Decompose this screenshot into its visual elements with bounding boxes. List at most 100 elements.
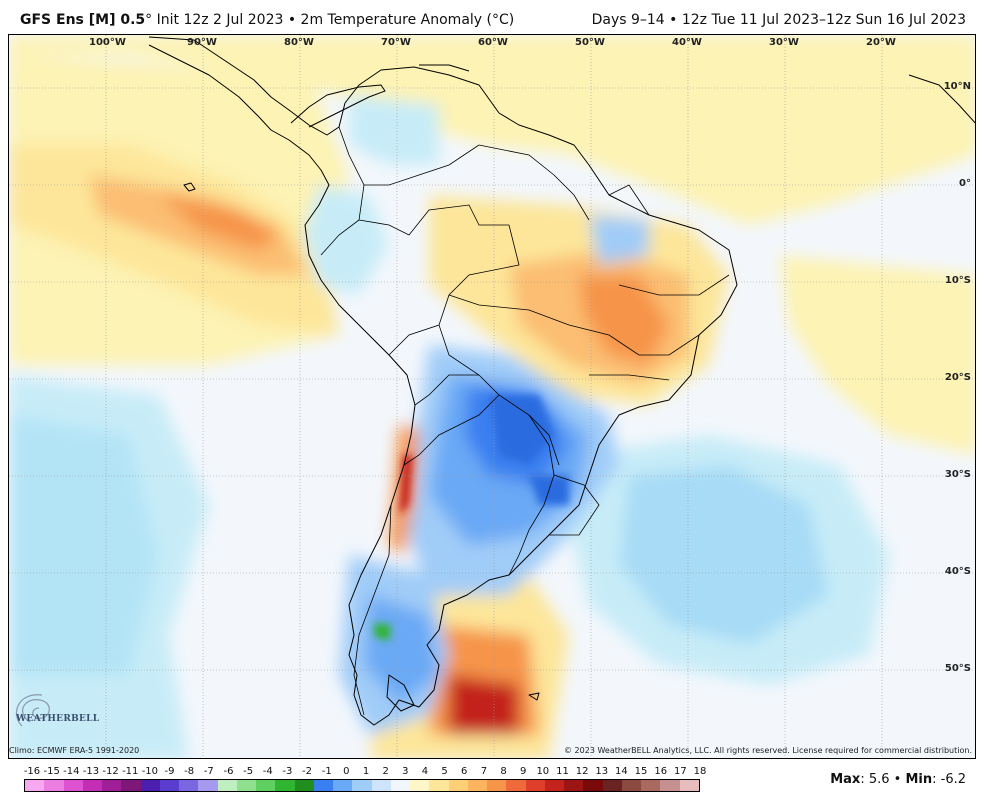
colorbar-swatch xyxy=(313,780,333,791)
lat-label-0: 0° xyxy=(959,178,971,189)
init-and-variable: Init 12z 2 Jul 2023 • 2m Temperature Ano… xyxy=(152,12,515,28)
min-label: Min xyxy=(905,772,933,787)
colorbar-swatch xyxy=(525,780,545,791)
colorbar-tick-label: 3 xyxy=(402,766,409,777)
colorbar-swatch xyxy=(487,780,507,791)
map-canvas xyxy=(9,35,975,758)
colorbar-tick-label: 11 xyxy=(556,766,569,777)
lat-label-40s: 40°S xyxy=(944,566,971,577)
colorbar-swatch xyxy=(448,780,468,791)
colorbar-tick-label: 16 xyxy=(654,766,668,777)
lat-label-20s: 20°S xyxy=(944,372,971,383)
colorbar-tick-label: 0 xyxy=(343,766,350,777)
lat-label-10n: 10°N xyxy=(943,81,971,92)
colorbar-swatch xyxy=(660,780,680,791)
lon-label-60w: 60°W xyxy=(478,37,508,48)
colorbar-tick-label: -1 xyxy=(321,766,332,777)
colorbar-swatch xyxy=(371,780,391,791)
colorbar-tick-label: 6 xyxy=(461,766,468,777)
lon-label-70w: 70°W xyxy=(381,37,411,48)
colorbar-swatch xyxy=(564,780,584,791)
copyright-note: © 2023 WeatherBELL Analytics, LLC. All r… xyxy=(564,746,972,755)
colorbar-tick-label: 18 xyxy=(693,766,707,777)
graticule xyxy=(9,35,975,758)
max-label: Max xyxy=(830,772,861,787)
colorbar-swatch xyxy=(217,780,237,791)
map-title: GFS Ens [M] 0.5° Init 12z 2 Jul 2023 • 2… xyxy=(20,12,514,28)
colorbar-tick-label: 5 xyxy=(441,766,448,777)
colorbar-tick-label: 12 xyxy=(575,766,589,777)
colorbar-swatch xyxy=(333,780,353,791)
colorbar-tick-label: -8 xyxy=(184,766,195,777)
max-min-readout: Max: 5.6 • Min: -6.2 xyxy=(830,772,966,787)
colorbar-tick-label: -9 xyxy=(164,766,175,777)
colorbar-swatch xyxy=(352,780,372,791)
colorbar-swatch xyxy=(63,780,83,791)
colorbar-tick-label: -6 xyxy=(223,766,234,777)
colorbar-swatch xyxy=(198,780,218,791)
colorbar-swatch xyxy=(159,780,179,791)
colorbar-tick-label: -3 xyxy=(282,766,293,777)
weatherbell-logo-icon xyxy=(15,694,50,727)
colorbar-tick-label: -14 xyxy=(63,766,80,777)
colorbar-swatch xyxy=(294,780,314,791)
lon-label-50w: 50°W xyxy=(575,37,605,48)
colorbar-swatch xyxy=(602,780,622,791)
colorbar-swatch xyxy=(621,780,641,791)
colorbar-swatch xyxy=(179,780,199,791)
colorbar-tick-label: 4 xyxy=(421,766,429,777)
colorbar xyxy=(24,779,700,792)
colorbar-tick-label: -7 xyxy=(203,766,214,777)
colorbar-tick-label: 10 xyxy=(536,766,550,777)
colorbar-tick-label: -5 xyxy=(243,766,254,777)
colorbar-tick-label: -10 xyxy=(141,766,159,777)
colorbar-swatch xyxy=(236,780,256,791)
lon-label-20w: 20°W xyxy=(866,37,896,48)
colorbar-swatch xyxy=(256,780,276,791)
colorbar-tick-label: 13 xyxy=(595,766,609,777)
lat-label-50s: 50°S xyxy=(944,663,971,674)
logo-text: WEATHERBELL xyxy=(16,714,100,724)
colorbar-tick-label: 9 xyxy=(519,766,527,777)
colorbar-tick-label: -13 xyxy=(82,766,100,777)
anomaly-map: 100°W 90°W 80°W 70°W 60°W 50°W 40°W 30°W… xyxy=(8,34,976,759)
colorbar-tick-label: 14 xyxy=(615,766,628,777)
colorbar-swatch xyxy=(121,780,141,791)
valid-period: Days 9–14 • 12z Tue 11 Jul 2023–12z Sun … xyxy=(591,12,966,28)
degree-symbol: ° xyxy=(145,12,153,28)
colorbar-swatch xyxy=(275,780,295,791)
colorbar-tick-label: 2 xyxy=(382,766,389,777)
colorbar-swatch xyxy=(102,780,122,791)
colorbar-tick-label: 1 xyxy=(362,766,370,777)
min-value: : -6.2 xyxy=(932,772,966,787)
colorbar-tick-label: -15 xyxy=(43,766,60,777)
colorbar-tick-label: -2 xyxy=(302,766,313,777)
colorbar-swatch xyxy=(641,780,661,791)
colorbar-swatch xyxy=(506,780,526,791)
colorbar-tick-label: 15 xyxy=(634,766,648,777)
max-value: : 5.6 • xyxy=(860,772,906,787)
anomaly-shading xyxy=(9,35,975,758)
coastlines xyxy=(148,36,975,726)
colorbar-tick-label: -11 xyxy=(122,766,139,777)
colorbar-tick-label: -4 xyxy=(262,766,273,777)
colorbar-swatch xyxy=(44,780,64,791)
colorbar-tick-label: 17 xyxy=(673,766,687,777)
colorbar-tick-label: 8 xyxy=(500,766,507,777)
lon-label-40w: 40°W xyxy=(672,37,702,48)
colorbar-swatch xyxy=(410,780,430,791)
colorbar-swatch xyxy=(140,780,160,791)
colorbar-tick-label: -12 xyxy=(102,766,119,777)
lon-label-30w: 30°W xyxy=(769,37,799,48)
colorbar-tick-label: -16 xyxy=(23,766,41,777)
colorbar-swatch xyxy=(25,780,45,791)
colorbar-swatch xyxy=(583,780,603,791)
colorbar-tick-label: 7 xyxy=(480,766,488,777)
climo-note: Climo: ECMWF ERA-5 1991-2020 xyxy=(9,746,140,755)
lat-label-10s: 10°S xyxy=(944,275,971,286)
colorbar-swatch xyxy=(390,780,410,791)
colorbar-swatch xyxy=(544,780,564,791)
colorbar-swatch xyxy=(467,780,487,791)
colorbar-swatch xyxy=(429,780,449,791)
colorbar-swatch xyxy=(82,780,102,791)
